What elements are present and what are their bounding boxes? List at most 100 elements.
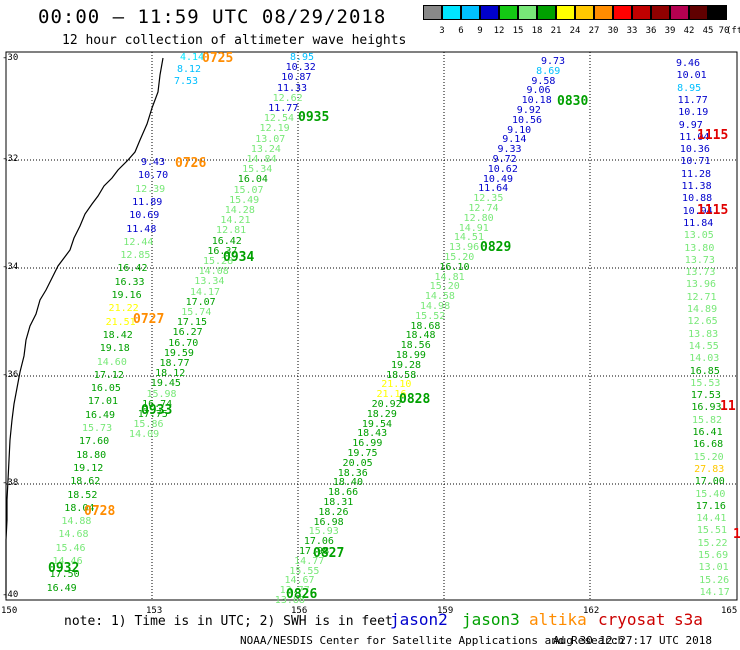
wave-height-label: 16.98 [313,516,344,528]
wave-height-label: 14.28 [224,205,255,216]
wave-height-label: 13.73 [684,254,715,266]
wave-height-label: 21.51 [105,316,136,328]
wave-height-label: 14.55 [688,340,719,352]
colorbar-swatch [613,5,632,20]
colorbar-swatch [575,5,594,20]
wave-height-label: 15.55 [289,565,320,577]
wave-height-label: 14.46 [52,556,83,567]
wave-height-label: 11.89 [132,196,163,208]
wave-height-label: 18.04 [64,502,95,514]
pass-time-label: 0728 [84,504,116,519]
wave-height-label: 14.88 [61,516,92,528]
wave-height-label: 15.46 [55,542,86,554]
wave-height-label: 15.53 [690,377,721,389]
generated-timestamp: Aug 30 12:27:17 UTC 2018 [553,634,712,647]
wave-height-label: 15.74 [181,307,212,318]
wave-height-label: 9.06 [526,85,551,97]
wave-height-label: 12.54 [263,113,294,125]
credit-text: NOAA/NESDIS Center for Satellite Applica… [240,634,625,647]
lat-label: -30 [2,53,19,63]
colorbar-swatch [537,5,556,20]
lon-label: 165 [721,606,738,616]
wave-height-label: 18.31 [323,497,354,508]
wave-height-label: 19.59 [163,347,194,359]
wave-height-label: 18.12 [155,368,186,380]
wave-height-label: 14.58 [424,291,455,303]
pass-time-label: 0726 [175,156,207,171]
wave-height-label: 21.16 [376,389,407,401]
colorbar-swatch [670,5,689,20]
wave-height-label: 11.77 [677,94,708,106]
wave-height-label: 14.21 [220,215,251,227]
wave-height-label: 16.37 [207,245,238,257]
wave-height-label: 14.77 [294,555,325,567]
wave-height-label: 19.12 [73,462,104,474]
wave-height-label: 20.05 [342,457,373,469]
wave-height-label: 13.88 [274,595,305,606]
wave-height-label: 14.17 [699,586,730,598]
wave-height-label: 16.42 [117,263,148,275]
legend-jason3: jason3 [462,610,520,629]
wave-height-label: 14.89 [687,304,718,315]
wave-height-label: 16.33 [114,276,145,288]
wave-height-label: 19.18 [99,343,130,355]
wave-height-label: 10.49 [482,173,514,185]
wave-height-label: 10.88 [682,193,713,205]
wave-height-label: 13.73 [685,267,716,279]
wave-height-label: 10.18 [521,95,552,107]
wave-height-label: 15.82 [691,414,723,426]
legend-s3a: s3a [674,610,703,629]
wave-height-label: 13.07 [255,133,286,145]
pass-time-label: 0829 [480,240,512,255]
colorbar-label: 15 [512,26,524,36]
wave-height-label: 19.45 [150,378,181,390]
wave-height-label: 15.49 [229,194,260,206]
colorbar-label: 45 [702,26,714,36]
colorbar-label: 21 [550,26,562,36]
wave-height-label: 16.68 [693,439,724,451]
wave-height-label: 11.84 [683,217,714,229]
wave-height-label: 7.53 [174,76,199,87]
wave-height-label: 14.67 [284,575,315,587]
wave-height-label: 16.85 [689,365,720,377]
pass-time-label: 1115 [697,128,729,143]
colorbar-label: 30 [607,26,619,36]
wave-height-label: 14.91 [458,222,489,234]
colorbar-swatch [423,5,442,20]
wave-height-label: 21.22 [108,303,139,315]
wave-height-label: 16.27 [172,327,203,339]
wave-height-label: 10.32 [285,62,316,74]
wave-height-label: 12.81 [216,225,247,237]
pass-time-label: 0827 [313,546,345,561]
wave-height-label: 18.42 [102,329,133,341]
wave-height-label: 13.96 [685,279,716,291]
lat-label: -36 [2,370,19,380]
wave-height-label: 13.83 [688,328,719,340]
wave-height-label: 9.10 [507,124,532,136]
wave-height-label: 9.72 [492,154,517,165]
pass-time-label: 0935 [298,110,330,125]
wave-height-label: 15.20 [444,252,475,263]
wave-height-label: 13.24 [250,143,281,155]
pass-time-label: 0932 [48,561,80,576]
wave-height-label: 16.42 [211,235,242,247]
wave-height-label: 15.51 [696,525,727,537]
wave-height-label: 16.41 [692,427,723,438]
wave-height-label: 11.64 [478,183,509,195]
wave-height-label: 15.69 [698,550,729,561]
wave-height-label: 19.16 [111,290,142,301]
colorbar-swatch [518,5,537,20]
pass-time-label: 0826 [286,587,318,602]
wave-height-label: 14.81 [434,271,465,283]
wave-height-label: 17.01 [87,396,118,408]
colorbar-swatch [708,5,727,20]
wave-height-label: 14.17 [189,286,221,298]
colorbar-swatch [689,5,708,20]
wave-height-label: 13.05 [683,230,714,242]
colorbar-swatch [461,5,480,20]
wave-height-label: 14.08 [198,266,229,278]
wave-height-label: 17.98 [299,546,330,557]
colorbar-label: 70 [718,26,730,36]
wave-height-label: 14.68 [58,529,89,541]
